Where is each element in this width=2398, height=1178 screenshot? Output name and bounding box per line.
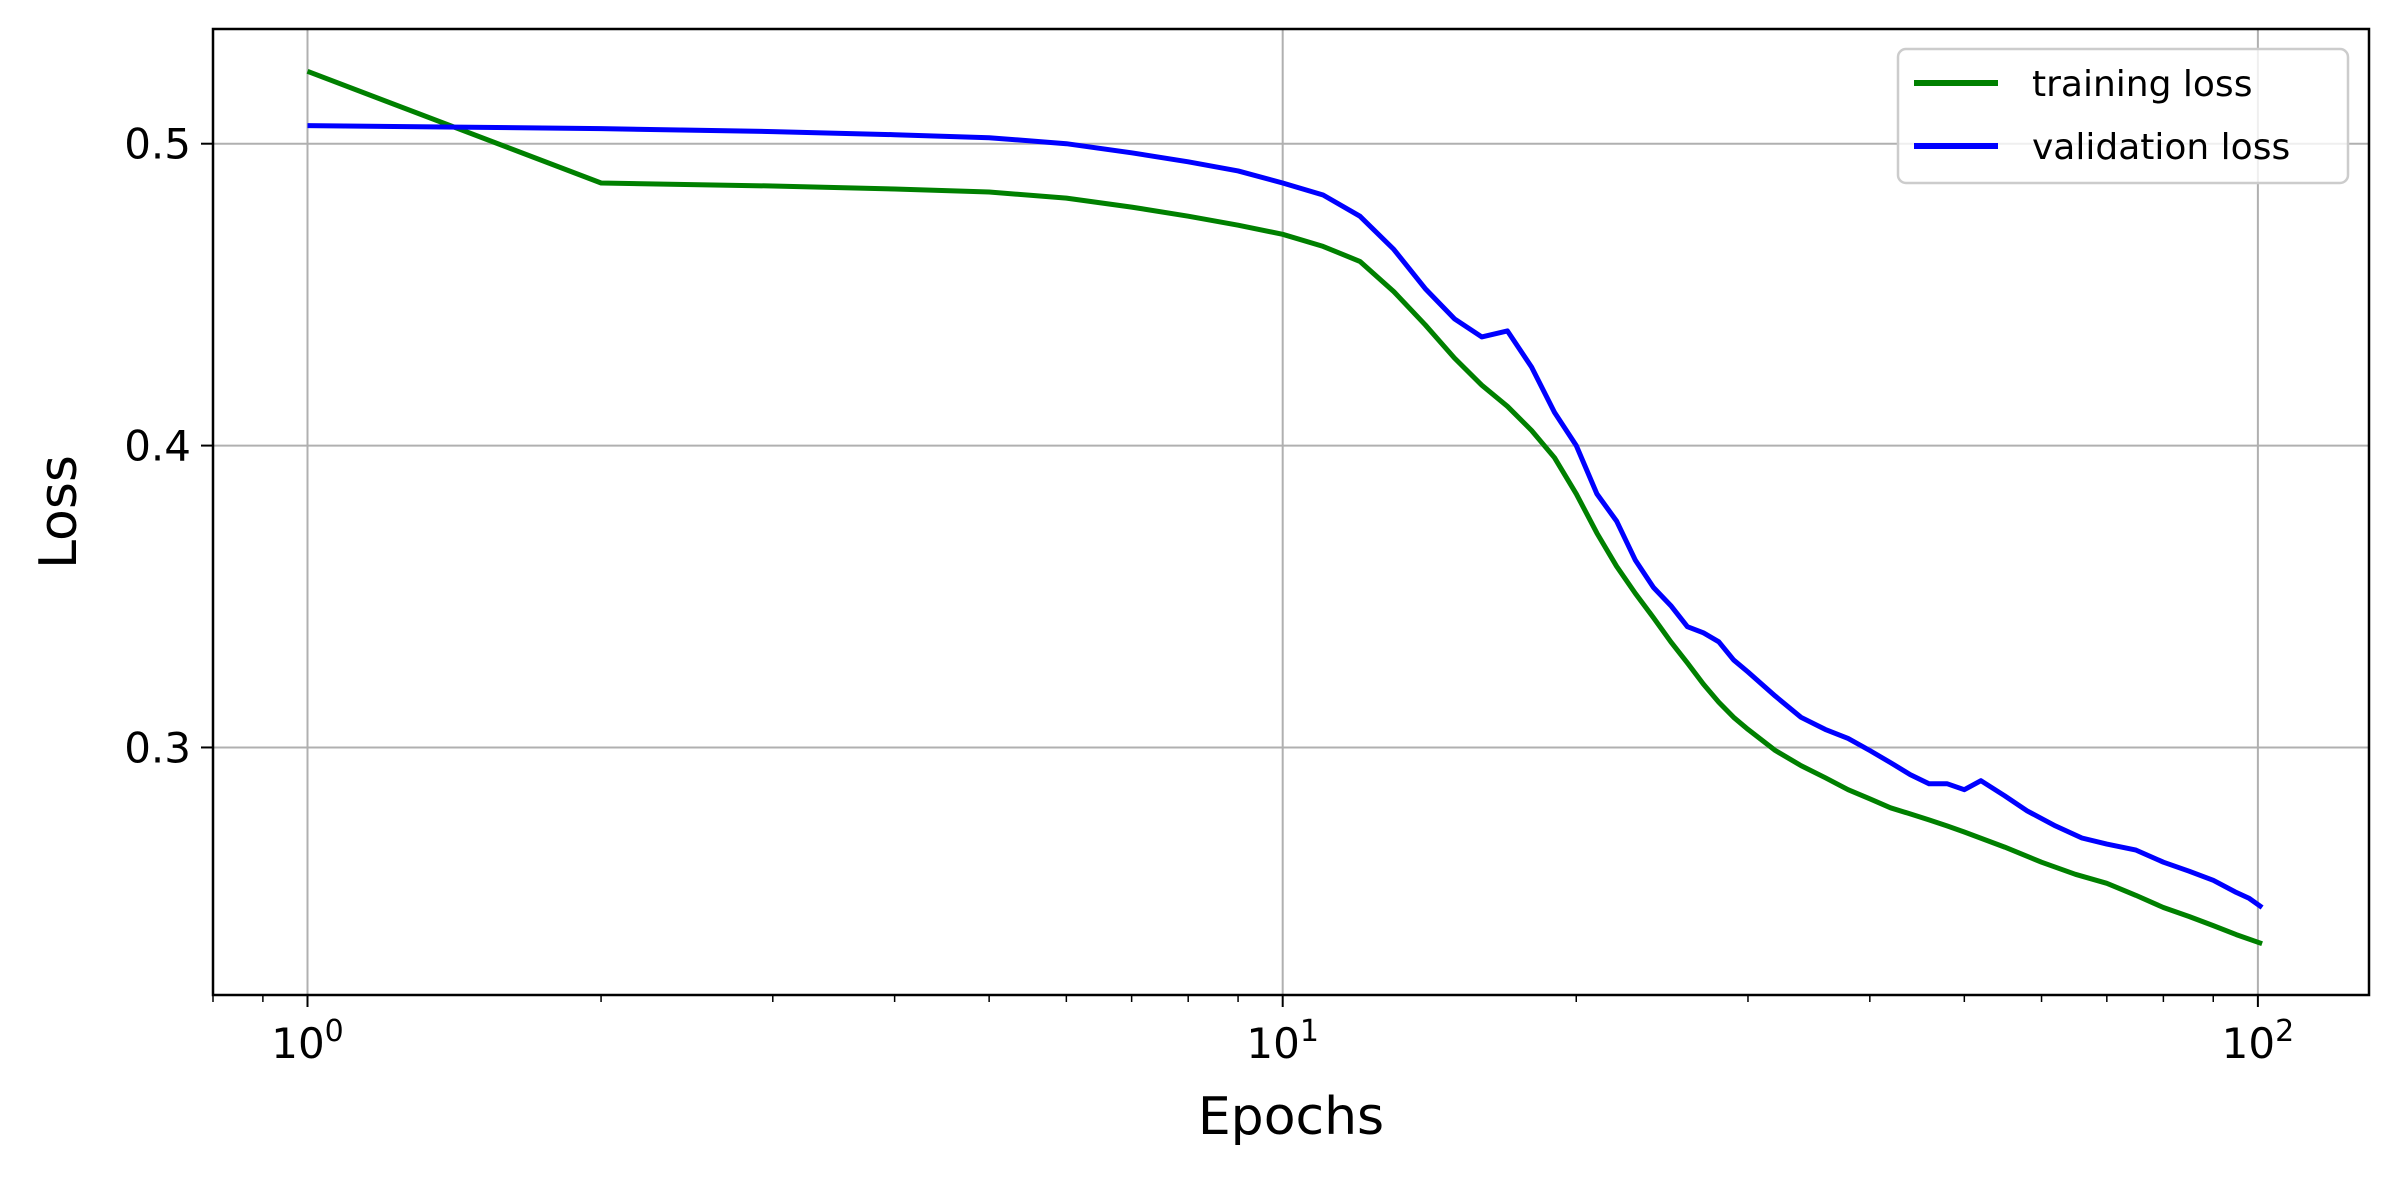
series-lines — [306, 68, 2264, 947]
legend: training loss validation loss — [1896, 47, 2350, 185]
y-tick-label: 0.4 — [124, 422, 191, 471]
legend-label-validation-loss: validation loss — [2032, 127, 2290, 168]
y-tick-label: 0.5 — [124, 120, 191, 169]
series-line-training-loss — [306, 68, 2263, 947]
x-tick-label-base: 10 — [271, 1019, 324, 1068]
x-tick-label-exponent: 0 — [325, 1014, 344, 1049]
y-axis-label: Loss — [29, 455, 89, 569]
x-tick-label-base: 10 — [2222, 1019, 2275, 1068]
x-tick-label-exponent: 1 — [1300, 1014, 1319, 1049]
x-axis-label: Epochs — [1198, 1087, 1384, 1147]
legend-label-training-loss: training loss — [2032, 64, 2252, 105]
legend-box — [1896, 47, 2350, 185]
plot-frame — [211, 27, 2371, 997]
x-tick-label: 100 — [271, 1014, 344, 1068]
series-line-validation-loss — [307, 123, 2264, 910]
x-tick-label-base: 10 — [1246, 1019, 1299, 1068]
x-tick-label-exponent: 2 — [2275, 1014, 2294, 1049]
y-tick-label: 0.3 — [124, 723, 191, 772]
x-tick-label: 101 — [1246, 1014, 1319, 1068]
x-tick-label: 102 — [2222, 1014, 2295, 1068]
